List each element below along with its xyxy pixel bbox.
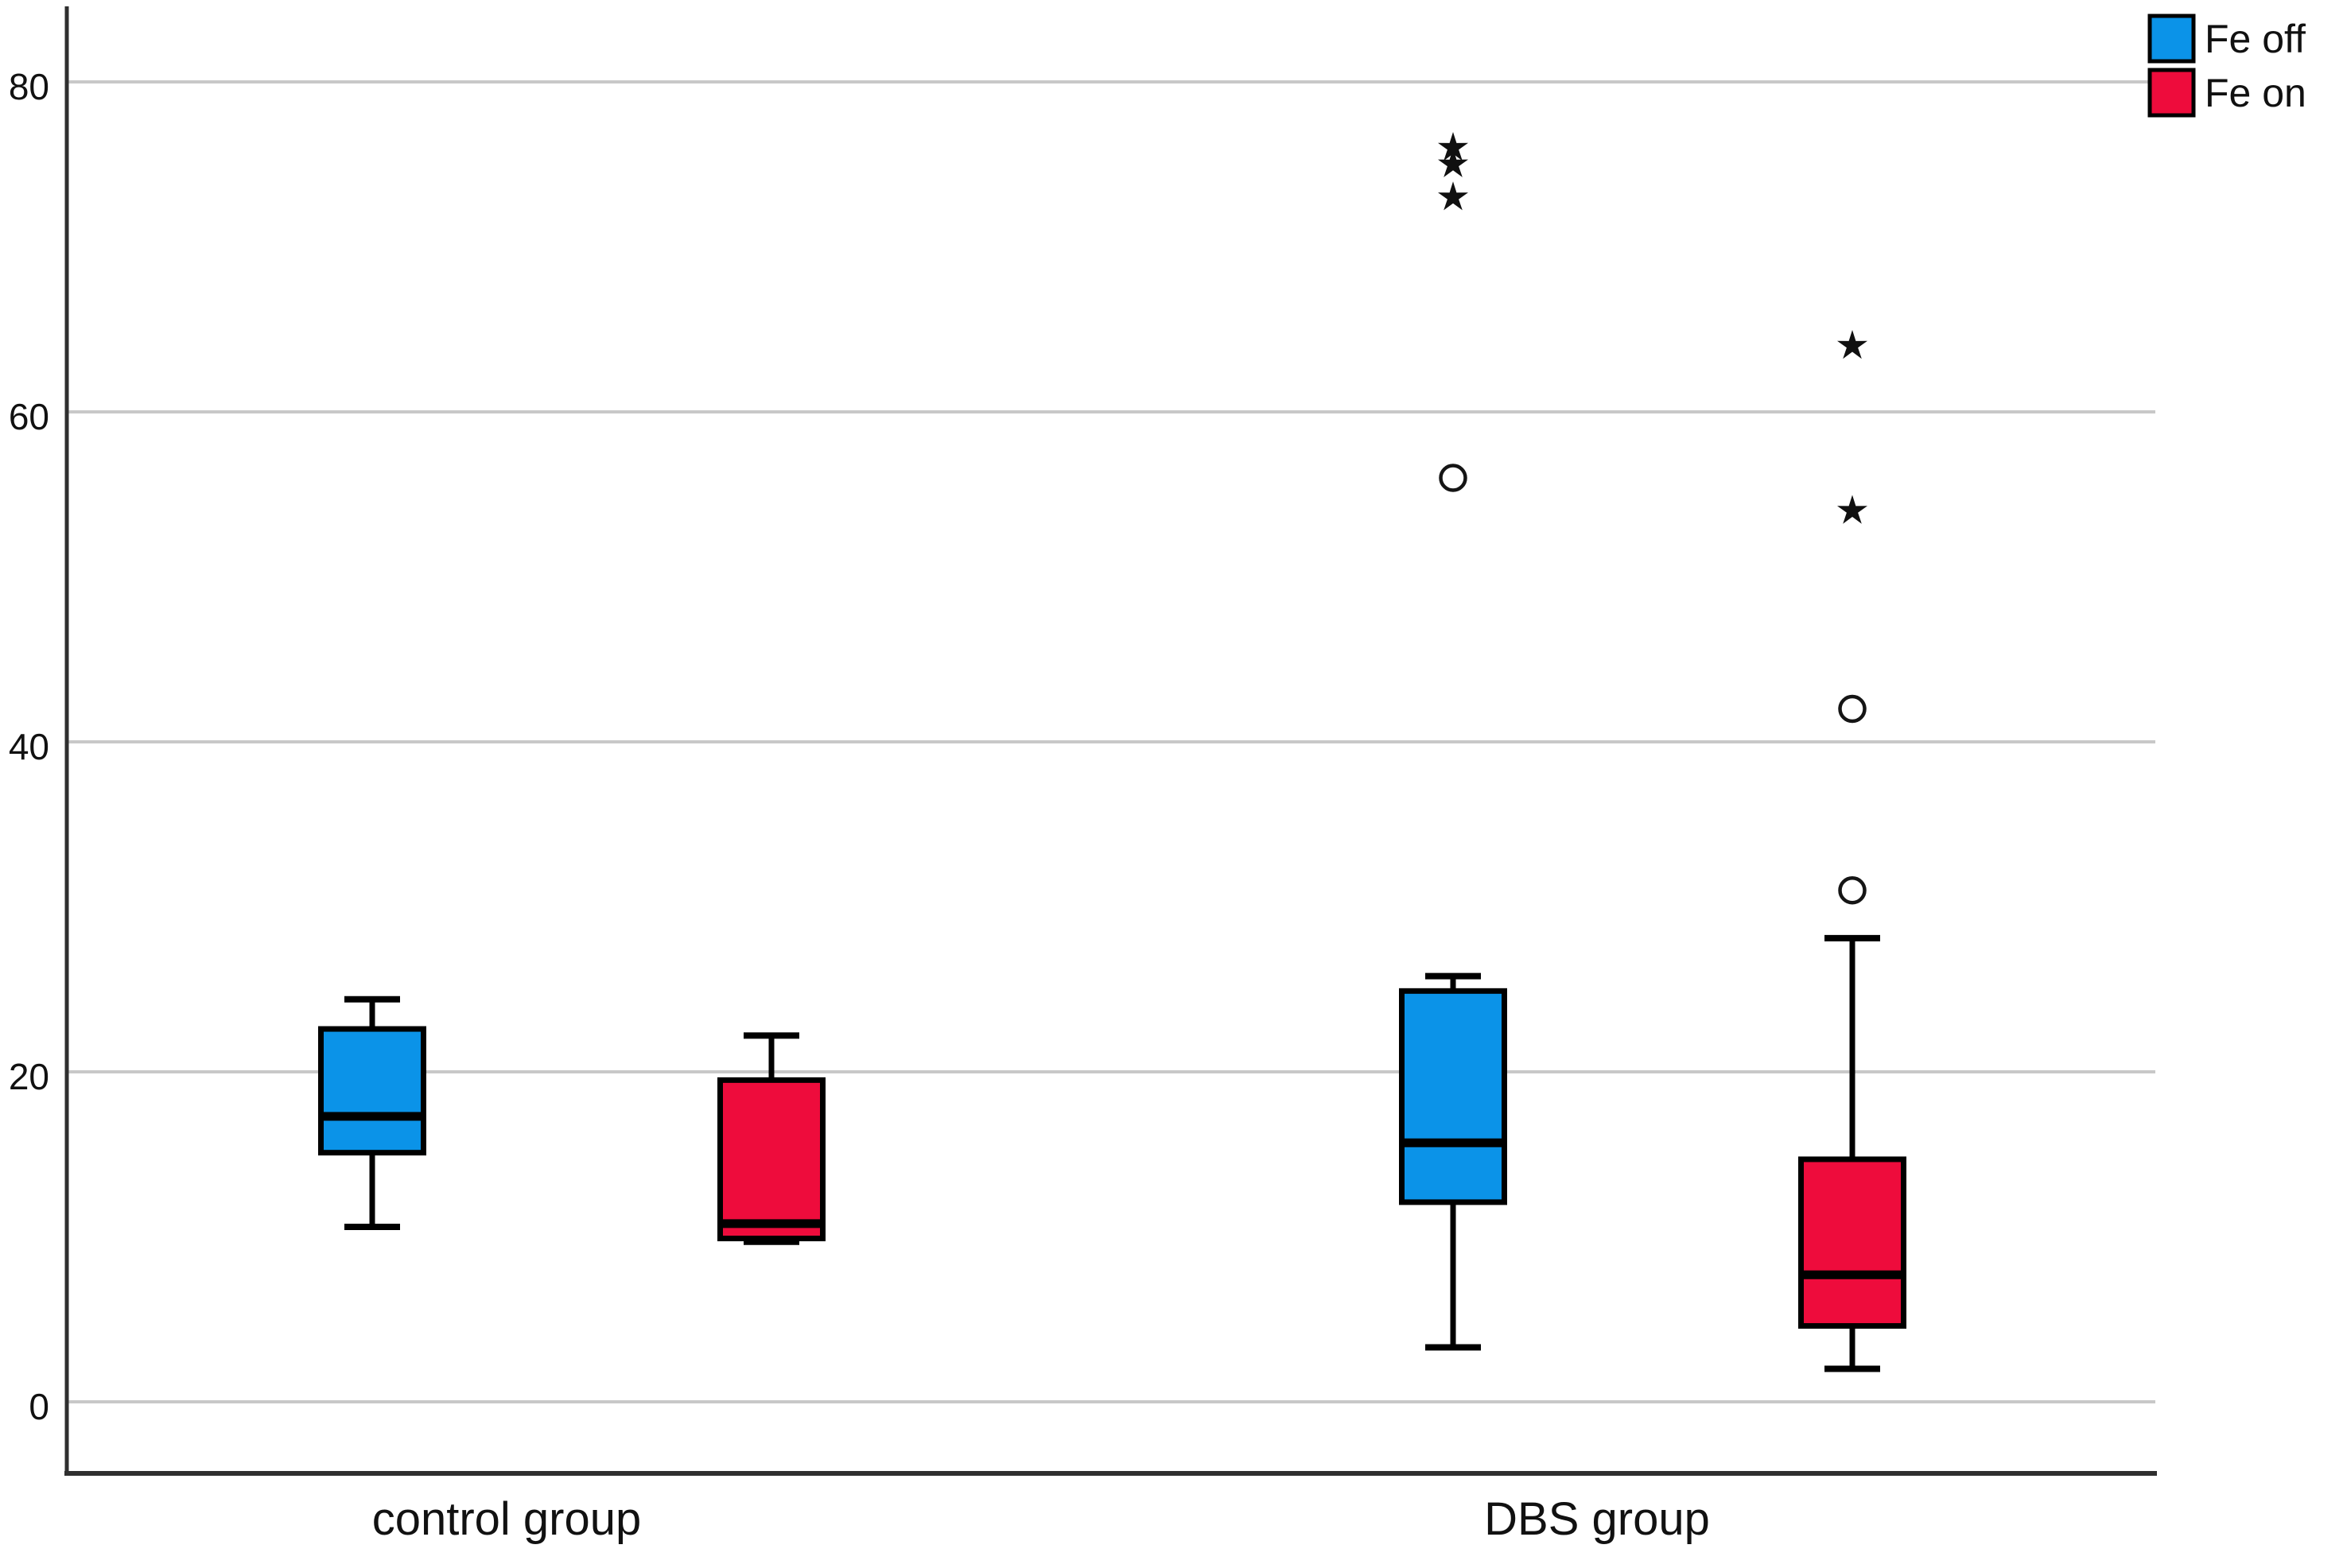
extreme-star-series-0-group-1-0 <box>1438 181 1468 211</box>
outlier-circle-series-1-group-1-0 <box>1838 876 1867 905</box>
iqr-box-series-0-group-1 <box>1399 988 1507 1205</box>
extreme-star-series-0-group-1-1 <box>1438 148 1468 177</box>
category-label-0: control group <box>372 1493 642 1545</box>
box-series-0-group-1 <box>1399 132 1507 1351</box>
legend-swatch-fe-on <box>2147 68 2196 118</box>
extreme-star-series-1-group-1-1 <box>1837 330 1867 359</box>
y-axis-tick-labels: 0 20 40 60 80 <box>9 66 49 1427</box>
extreme-star-series-1-group-1-0 <box>1837 495 1867 524</box>
y-tick-label-0: 0 <box>29 1386 49 1427</box>
y-tick-label-80: 80 <box>9 66 49 107</box>
box-series-0-group-0 <box>318 996 426 1231</box>
y-tick-label-40: 40 <box>9 726 49 767</box>
legend-label-fe-on: Fe on <box>2205 71 2306 115</box>
outlier-circle-series-1-group-1-1 <box>1838 694 1867 724</box>
box-series-1-group-1 <box>1798 330 1906 1372</box>
iqr-box-series-1-group-1 <box>1798 1156 1906 1329</box>
legend: Fe off Fe on <box>2147 14 2306 118</box>
iqr-box-series-1-group-0 <box>717 1077 826 1242</box>
x-axis-category-labels: control group DBS group <box>372 1493 1710 1545</box>
outlier-circle-series-0-group-1-0 <box>1439 464 1467 492</box>
legend-label-fe-off: Fe off <box>2205 17 2306 61</box>
legend-swatch-fe-off <box>2147 14 2196 64</box>
iqr-box-series-0-group-0 <box>318 1026 426 1156</box>
extreme-star-series-0-group-1-2 <box>1438 132 1468 161</box>
y-tick-label-20: 20 <box>9 1056 49 1097</box>
box-series-1-group-0 <box>717 1032 826 1245</box>
category-label-1: DBS group <box>1484 1493 1710 1545</box>
box-series <box>318 132 1906 1372</box>
y-tick-label-60: 60 <box>9 396 49 437</box>
